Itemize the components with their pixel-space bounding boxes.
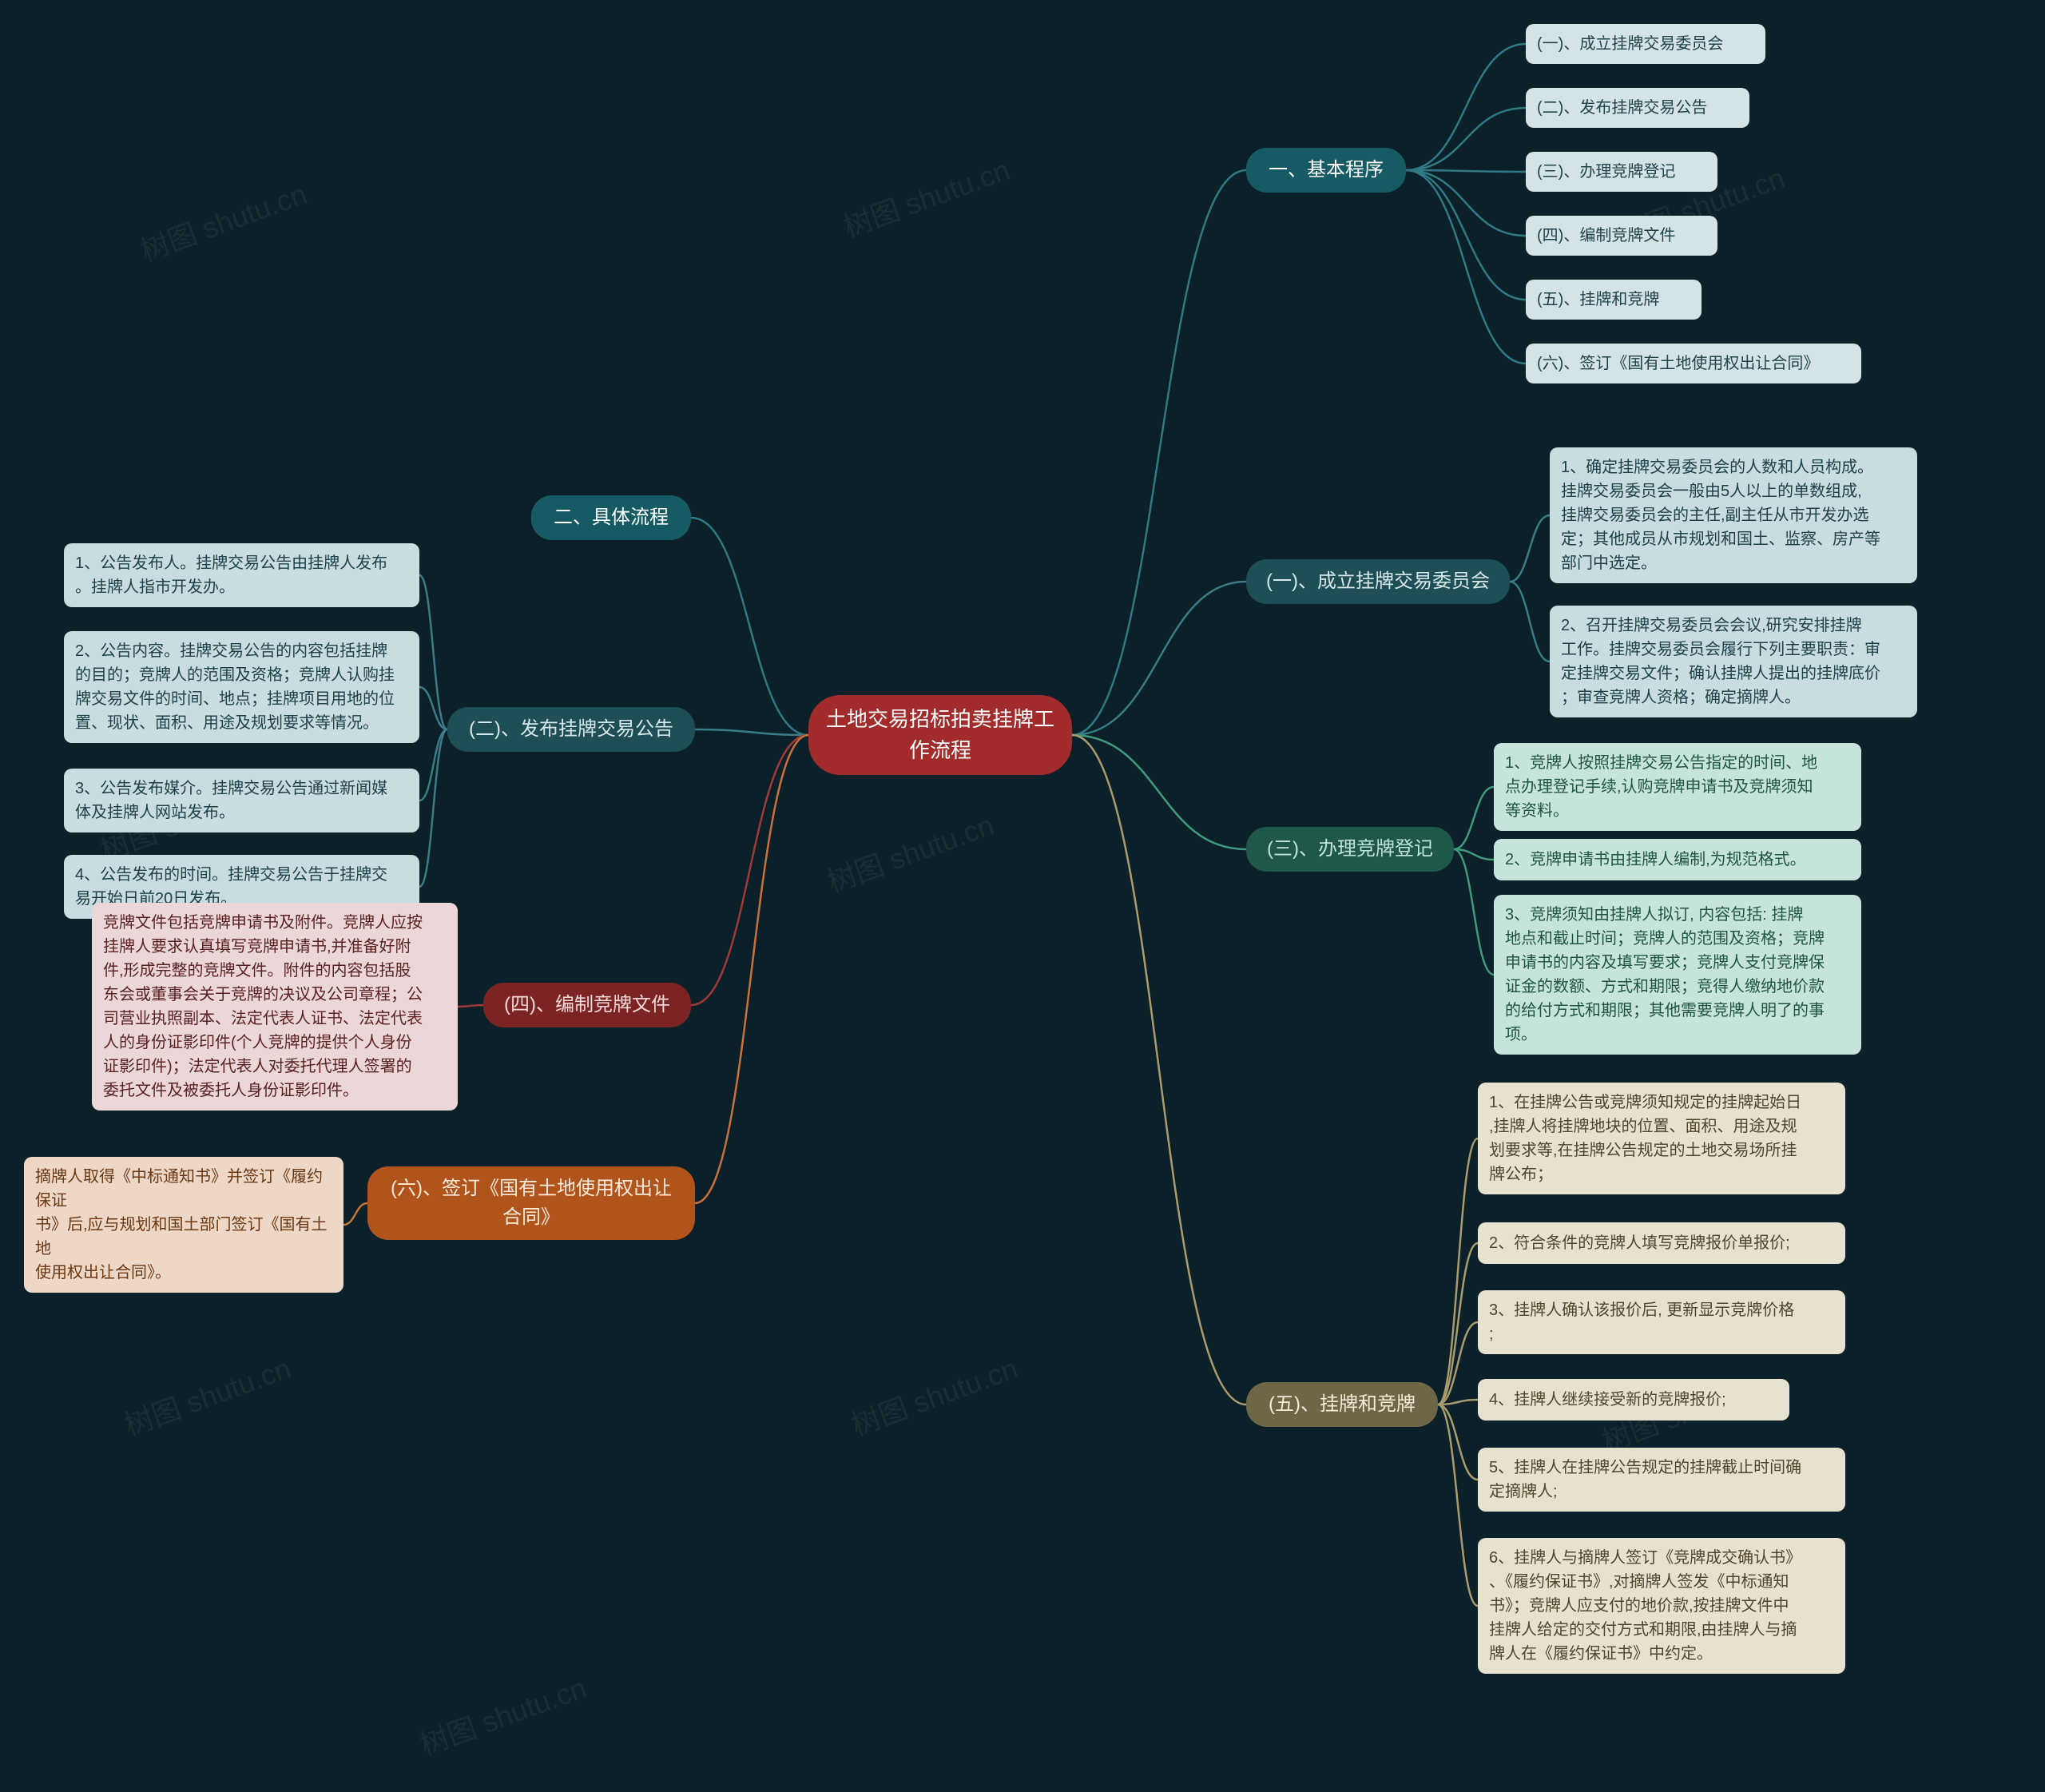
leaf-node[interactable]: 5、挂牌人在挂牌公告规定的挂牌截止时间确定摘牌人; [1478, 1448, 1845, 1512]
branch-node[interactable]: 二、具体流程 [531, 495, 691, 540]
leaf-node[interactable]: 2、符合条件的竞牌人填写竞牌报价单报价; [1478, 1222, 1845, 1264]
leaf-node[interactable]: 6、挂牌人与摘牌人签订《竞牌成交确认书》、《履约保证书》,对摘牌人签发《中标通知… [1478, 1538, 1845, 1674]
leaf-node[interactable]: 1、确定挂牌交易委员会的人数和人员构成。挂牌交易委员会一般由5人以上的单数组成,… [1550, 447, 1917, 583]
leaf-node[interactable]: 3、竞牌须知由挂牌人拟订, 内容包括: 挂牌地点和截止时间；竞牌人的范围及资格；… [1494, 895, 1861, 1055]
leaf-node[interactable]: (三)、办理竞牌登记 [1526, 152, 1717, 192]
branch-node[interactable]: (一)、成立挂牌交易委员会 [1246, 559, 1510, 604]
watermark: 树图 shutu.cn [845, 1345, 1023, 1444]
watermark: 树图 shutu.cn [837, 147, 1015, 245]
root-node[interactable]: 土地交易招标拍卖挂牌工作流程 [808, 695, 1072, 775]
leaf-node[interactable]: 3、挂牌人确认该报价后, 更新显示竞牌价格; [1478, 1290, 1845, 1354]
leaf-node[interactable]: 摘牌人取得《中标通知书》并签订《履约保证书》后,应与规划和国土部门签订《国有土地… [24, 1157, 343, 1293]
leaf-node[interactable]: 2、竞牌申请书由挂牌人编制,为规范格式。 [1494, 839, 1861, 880]
leaf-node[interactable]: 2、召开挂牌交易委员会会议,研究安排挂牌工作。挂牌交易委员会履行下列主要职责：审… [1550, 606, 1917, 717]
leaf-node[interactable]: (一)、成立挂牌交易委员会 [1526, 24, 1765, 64]
leaf-node[interactable]: (五)、挂牌和竞牌 [1526, 280, 1702, 320]
leaf-node[interactable]: 4、挂牌人继续接受新的竞牌报价; [1478, 1379, 1789, 1420]
branch-node[interactable]: (四)、编制竞牌文件 [483, 983, 691, 1027]
branch-node[interactable]: (三)、办理竞牌登记 [1246, 827, 1454, 872]
branch-node[interactable]: (五)、挂牌和竞牌 [1246, 1382, 1438, 1427]
leaf-node[interactable]: 1、在挂牌公告或竞牌须知规定的挂牌起始日,挂牌人将挂牌地块的位置、面积、用途及规… [1478, 1083, 1845, 1194]
leaf-node[interactable]: 竞牌文件包括竞牌申请书及附件。竞牌人应按挂牌人要求认真填写竞牌申请书,并准备好附… [92, 903, 458, 1111]
watermark: 树图 shutu.cn [118, 1345, 296, 1444]
watermark: 树图 shutu.cn [414, 1665, 592, 1763]
leaf-node[interactable]: 3、公告发布媒介。挂牌交易公告通过新闻媒体及挂牌人网站发布。 [64, 769, 419, 832]
leaf-node[interactable]: (二)、发布挂牌交易公告 [1526, 88, 1749, 128]
leaf-node[interactable]: (六)、签订《国有土地使用权出让合同》 [1526, 344, 1861, 383]
watermark: 树图 shutu.cn [134, 171, 312, 269]
watermark: 树图 shutu.cn [821, 802, 999, 900]
leaf-node[interactable]: (四)、编制竞牌文件 [1526, 216, 1717, 256]
branch-node[interactable]: (六)、签订《国有土地使用权出让合同》 [367, 1166, 695, 1240]
leaf-node[interactable]: 1、竞牌人按照挂牌交易公告指定的时间、地点办理登记手续,认购竞牌申请书及竞牌须知… [1494, 743, 1861, 831]
branch-node[interactable]: 一、基本程序 [1246, 148, 1406, 193]
branch-node[interactable]: (二)、发布挂牌交易公告 [447, 707, 695, 752]
leaf-node[interactable]: 2、公告内容。挂牌交易公告的内容包括挂牌的目的；竞牌人的范围及资格；竞牌人认购挂… [64, 631, 419, 743]
leaf-node[interactable]: 1、公告发布人。挂牌交易公告由挂牌人发布。挂牌人指市开发办。 [64, 543, 419, 607]
